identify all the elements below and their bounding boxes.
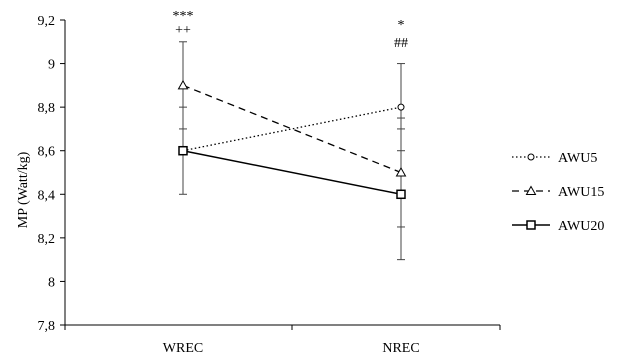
series-line-awu15 — [182, 84, 402, 174]
significance-mark: * — [398, 18, 405, 33]
x-ticks: WREC NREC — [64, 325, 501, 356]
x-tick-label: WREC — [163, 341, 203, 356]
legend-label: AWU5 — [558, 151, 597, 166]
axes — [64, 20, 500, 326]
legend-marker-awu5 — [527, 153, 535, 161]
data-point-awu15 — [395, 166, 407, 177]
significance-mark: *** — [173, 9, 194, 24]
series-lines — [182, 84, 402, 196]
y-tick-label: 8 — [48, 275, 55, 290]
significance-mark: ++ — [175, 23, 191, 38]
y-axis-title: MP (Watt/kg) — [16, 151, 31, 228]
significance-annotations: ***++ * ## — [173, 9, 409, 51]
legend-marker-awu20 — [526, 220, 536, 230]
series-line-awu5 — [182, 106, 402, 152]
series-markers — [177, 79, 407, 200]
y-tick-label: 8,8 — [38, 101, 56, 116]
y-tick-label: 8,4 — [38, 188, 56, 203]
x-tick-label: NREC — [382, 341, 419, 356]
data-point-awu20 — [178, 145, 188, 156]
y-tick-label: 8,2 — [38, 232, 56, 247]
legend-marker-awu15 — [525, 185, 537, 195]
error-bars — [179, 41, 405, 261]
y-tick-label: 8,6 — [38, 145, 56, 160]
y-tick-label: 9 — [48, 58, 55, 73]
legend: AWU5 AWU15 AWU20 — [512, 151, 604, 234]
data-point-awu20 — [396, 189, 406, 200]
y-tick-label: 7,8 — [38, 319, 56, 334]
data-point-awu15 — [177, 79, 189, 90]
data-point-awu5 — [397, 103, 405, 111]
series-line-awu20 — [182, 149, 402, 196]
legend-label: AWU20 — [558, 219, 604, 234]
significance-mark: ## — [394, 36, 408, 51]
y-tick-label: 9,2 — [38, 14, 56, 29]
legend-label: AWU15 — [558, 185, 604, 200]
y-ticks: 7,8 8 8,2 8,4 8,6 8,8 9 9,2 — [38, 14, 65, 334]
